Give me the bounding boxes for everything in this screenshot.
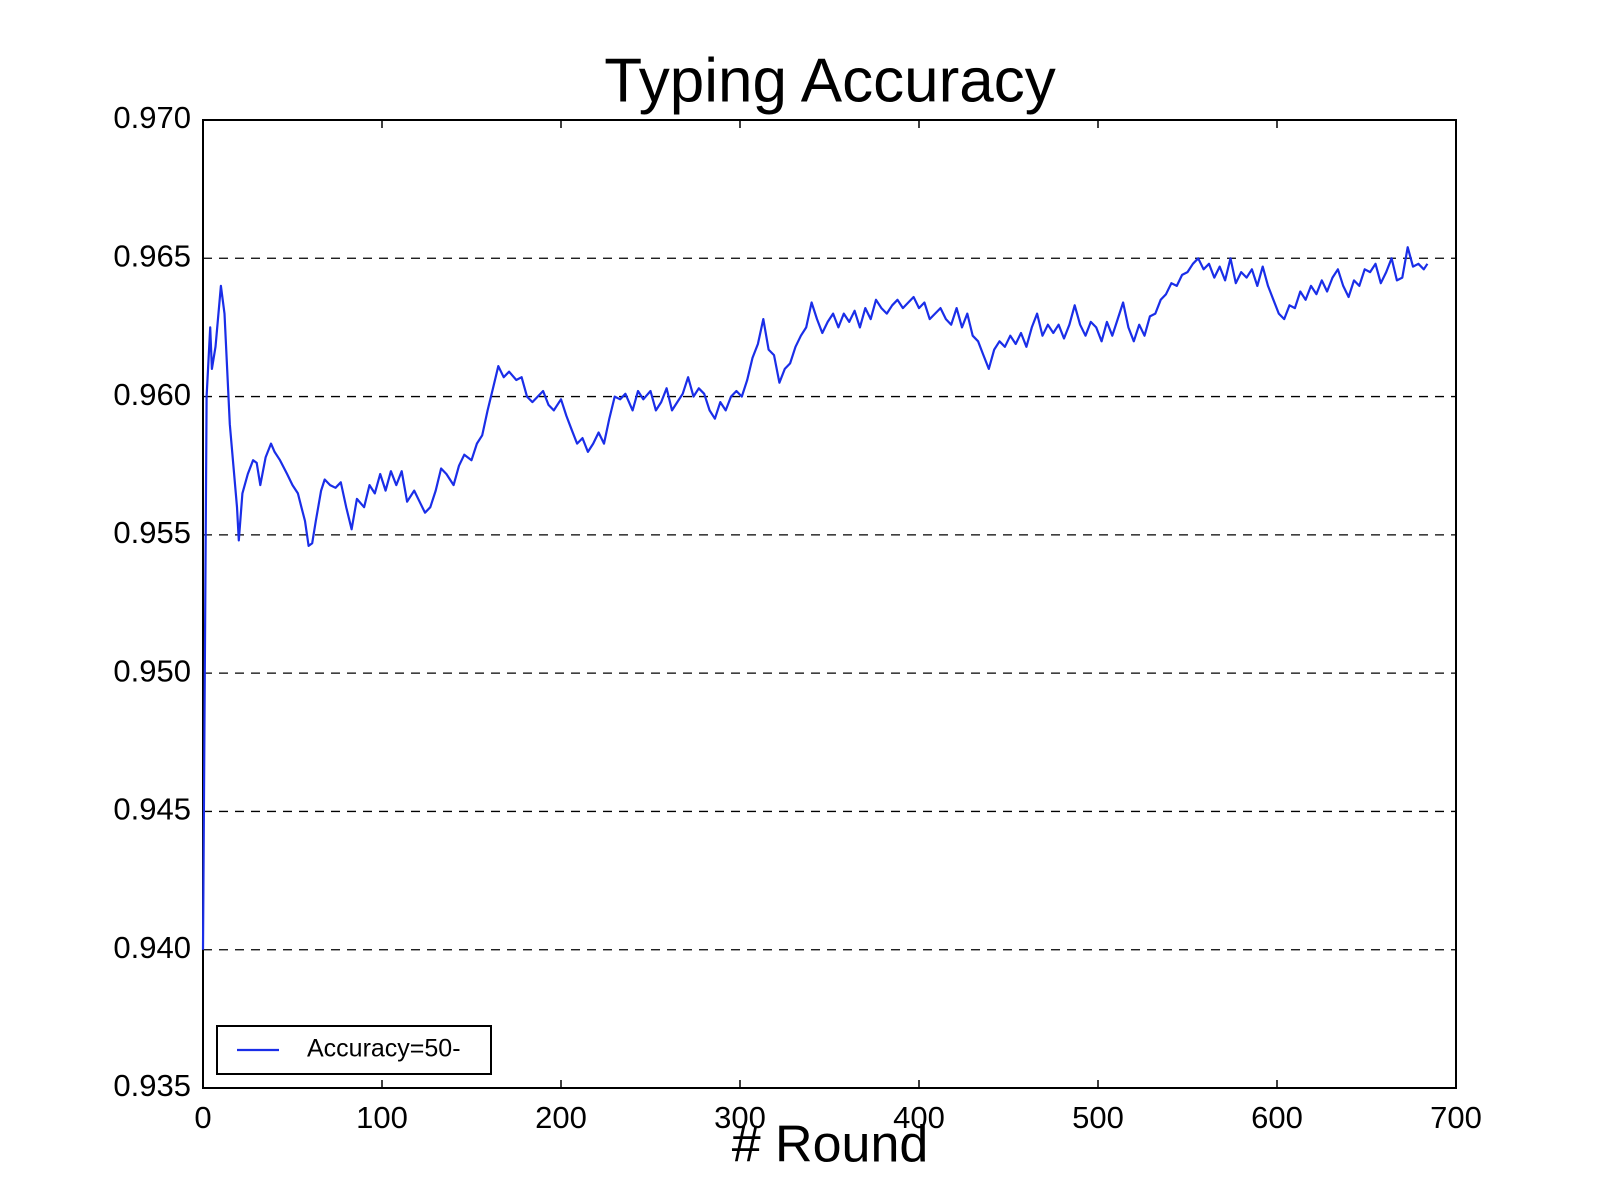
- x-tick-label: 600: [1251, 1100, 1303, 1135]
- plot-frame: [202, 119, 1457, 1089]
- y-tick-label: 0.970: [113, 100, 191, 135]
- data-line: [201, 246, 1429, 950]
- y-tick-label: 0.955: [113, 515, 191, 550]
- y-tick-label: 0.965: [113, 238, 191, 273]
- y-tick-label: 0.960: [113, 377, 191, 412]
- x-tick-label: 200: [535, 1100, 587, 1135]
- x-tick-label: 700: [1430, 1100, 1482, 1135]
- x-tick-label: 300: [714, 1100, 766, 1135]
- x-axis-label: # Round: [732, 1116, 929, 1174]
- x-tick-label: 0: [194, 1100, 211, 1135]
- legend-label: Accuracy=50-: [307, 1035, 461, 1063]
- x-tick-label: 400: [893, 1100, 945, 1135]
- y-tick-label: 0.940: [113, 930, 191, 965]
- x-tick-label: 100: [356, 1100, 408, 1135]
- x-tick-label: 500: [1072, 1100, 1124, 1135]
- y-tick-label: 0.945: [113, 792, 191, 827]
- y-tick-label: 0.950: [113, 653, 191, 688]
- chart-title: Typing Accuracy: [604, 46, 1055, 115]
- y-tick-label: 0.935: [113, 1068, 191, 1103]
